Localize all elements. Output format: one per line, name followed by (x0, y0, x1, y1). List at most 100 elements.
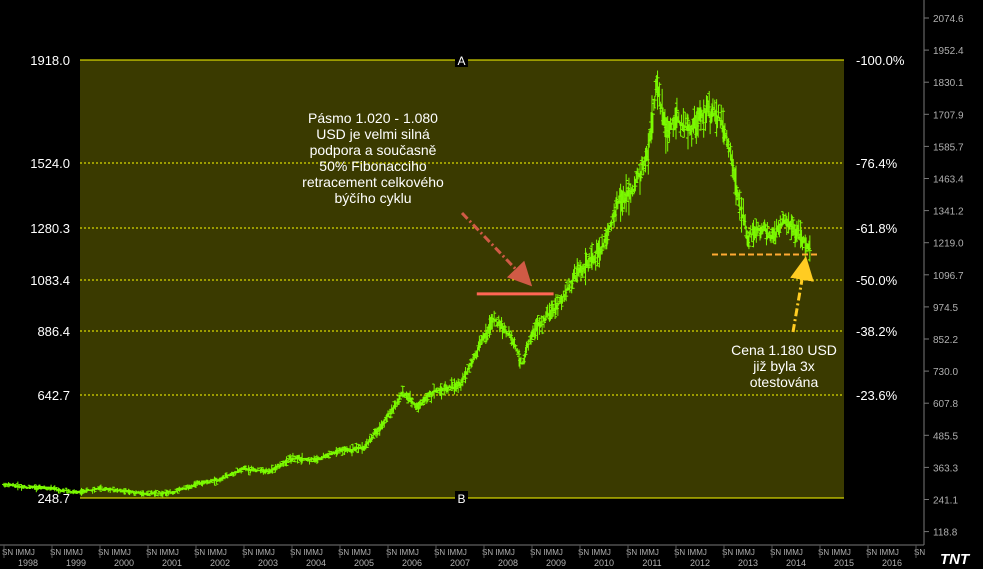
year-label: 2015 (834, 558, 854, 568)
month-marks: SN IMMJ (2, 548, 35, 557)
right-axis-tick: 241.1 (933, 496, 958, 507)
price-bar (762, 219, 767, 231)
right-axis-tick: 1952.4 (933, 46, 964, 57)
fib-right-label: -38.2% (856, 324, 898, 339)
price-bar (786, 212, 791, 234)
right-axis-tick: 1463.4 (933, 175, 964, 186)
year-label: 1999 (66, 558, 86, 568)
price-bar (564, 289, 569, 302)
fib-left-label: 642.7 (37, 388, 70, 403)
price-bar (791, 219, 796, 236)
support-lines (476, 253, 818, 296)
price-bar (463, 367, 468, 384)
price-bar (398, 395, 402, 400)
year-label: 2010 (594, 558, 614, 568)
month-marks: SN IMMJ (578, 548, 611, 557)
price-bar (600, 234, 605, 255)
month-marks: SN IMMJ (434, 548, 467, 557)
fib-marker-box (455, 53, 468, 67)
price-bar (657, 82, 662, 107)
price-bar (590, 242, 594, 270)
month-marks: SN IMMJ (866, 548, 899, 557)
price-bar (179, 488, 184, 491)
price-bar (721, 107, 726, 143)
fib-right-label: -61.8% (856, 221, 898, 236)
price-bar (231, 472, 236, 477)
right-axis-tick: 485.5 (933, 431, 958, 442)
right-price-axis: 2074.6 1952.4 1830.1 1707.9 1585.7 1463.4 1341… (923, 0, 964, 545)
price-bar (728, 142, 733, 161)
price-bar (773, 231, 778, 245)
month-marks: SN IMMJ (338, 548, 371, 557)
month-marks: SN IMMJ (98, 548, 131, 557)
month-marks: SN IMMJ (530, 548, 563, 557)
year-label: 2004 (306, 558, 326, 568)
month-marks: SN IMMJ (194, 548, 227, 557)
price-bar (98, 485, 102, 492)
year-label: 2001 (162, 558, 182, 568)
price-bar (421, 397, 426, 406)
tnt-logo-text: TNT (940, 551, 971, 568)
year-label: 2009 (546, 558, 566, 568)
price-bar (98, 484, 103, 490)
year-label: 2011 (642, 558, 661, 568)
price-bar (246, 465, 251, 476)
right-axis-tick: 118.8 (933, 528, 958, 539)
right-axis-tick: 1096.7 (933, 271, 964, 282)
year-label: 2005 (354, 558, 374, 568)
price-bar (388, 410, 393, 419)
year-label: 2002 (210, 558, 230, 568)
price-bar (586, 258, 591, 272)
price-bar (674, 97, 679, 129)
price-bar (535, 315, 540, 340)
price-bar (553, 298, 558, 319)
month-marks: SN IMMJ (290, 548, 323, 557)
price-bar (426, 393, 431, 398)
price-bar (188, 486, 193, 489)
month-marks: SN IMMJ (146, 548, 179, 557)
year-label: 2013 (738, 558, 758, 568)
price-bar (655, 70, 660, 110)
price-bar (494, 317, 498, 322)
year-label: 2008 (498, 558, 518, 568)
price-bar (624, 174, 629, 213)
price-bar (269, 464, 274, 472)
price-bar (737, 189, 742, 220)
right-axis-tick: 1219.0 (933, 239, 964, 250)
price-bar (284, 456, 289, 467)
price-bar (707, 90, 712, 118)
right-axis-tick: 363.3 (933, 463, 958, 474)
fib-left-label: 1918.0 (30, 53, 70, 68)
price-bar (326, 454, 331, 459)
year-label: 2007 (450, 558, 470, 568)
price-bar (633, 178, 638, 192)
price-bar (5, 484, 10, 488)
fib-left-label: 1280.3 (30, 221, 70, 236)
price-bar (580, 264, 585, 278)
fib-right-label: -76.4% (856, 156, 898, 171)
price-bar (638, 171, 643, 182)
year-label: 2016 (882, 558, 902, 568)
right-axis-tick: 852.2 (933, 335, 958, 346)
right-axis-tick: 1585.7 (933, 142, 964, 153)
price-bar (520, 360, 525, 365)
price-bar (746, 232, 751, 250)
price-bar (665, 116, 670, 152)
price-bar (790, 215, 795, 236)
price-bar (578, 264, 583, 282)
price-bar (606, 224, 611, 236)
price-bar (397, 392, 402, 405)
price-bar (540, 320, 545, 335)
price-bar (548, 309, 553, 321)
fib-left-label: 1524.0 (30, 156, 70, 171)
price-bar (609, 219, 614, 232)
right-axis-tick: 1830.1 (933, 78, 964, 89)
fib-levels: 1918.0 -100.0% A 1524.0 -76.4% 1280.3 -61.8% 10… (30, 53, 905, 506)
price-bar (635, 167, 640, 183)
annotation-arrows (460, 211, 814, 333)
month-marks: SN IMMJ (674, 548, 707, 557)
year-label: 2006 (402, 558, 422, 568)
price-bar (696, 107, 701, 138)
price-bar (517, 349, 522, 367)
